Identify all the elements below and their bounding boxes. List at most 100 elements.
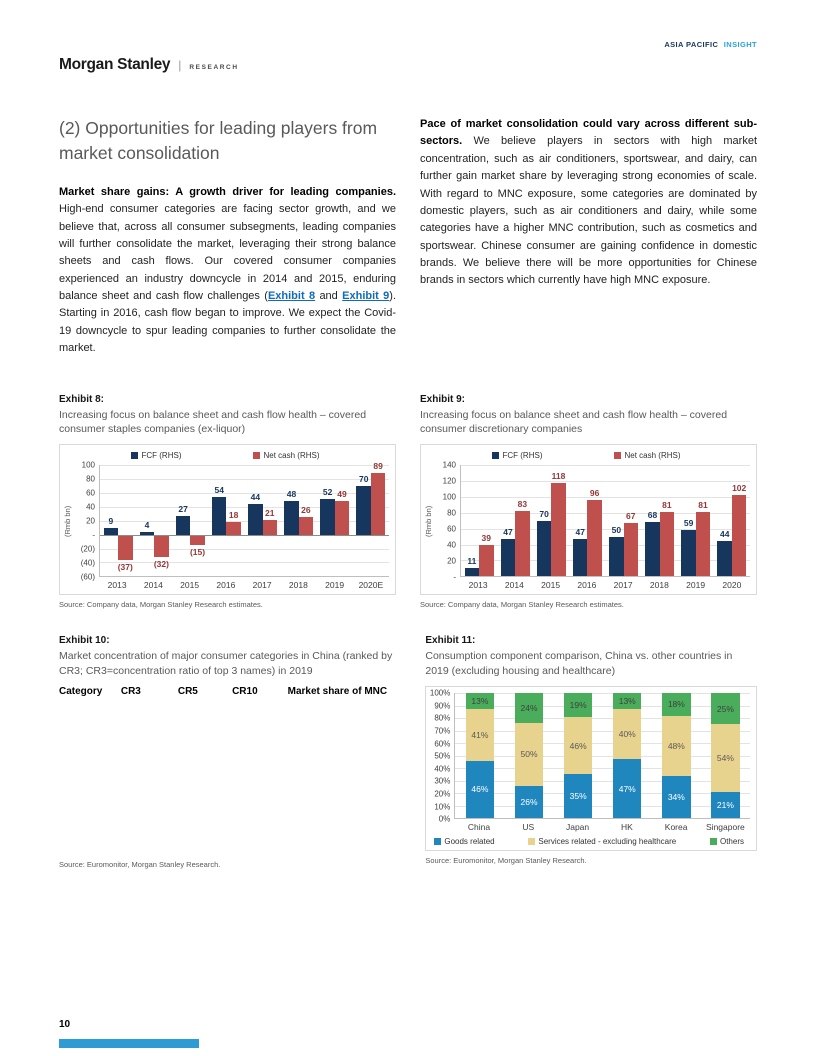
x-axis-label-2020: 2020 [722, 580, 742, 591]
bar-value-label: 81 [698, 500, 708, 511]
segment-japan-goods-related [563, 774, 593, 819]
bar-value-label: 118 [551, 470, 566, 481]
brand-research-label: RESEARCH [189, 64, 239, 71]
region-tag-text: ASIA PACIFIC [664, 40, 719, 49]
bar-value-label: 96 [589, 488, 600, 499]
bar-fcf-rhs-2017 [609, 536, 624, 577]
footer-accent-bar [59, 1039, 199, 1048]
gridline [455, 780, 750, 782]
right-lead-sentence: Pace of market consolidation could vary … [420, 118, 757, 148]
right-body-paragraph: Pace of market consolidation could vary … [420, 116, 757, 290]
bar-net-cash-rhs-2018 [659, 512, 675, 577]
legend-label: Others [719, 837, 744, 847]
plot-column: 9 4 27 54 44 48 52 70 (37) (32) (15) 18 21 26 49 89 2013… [99, 461, 389, 590]
gridline [461, 560, 750, 562]
bar-net-cash-rhs-2015 [190, 534, 205, 546]
legend-swatch [434, 838, 442, 846]
x-axis-label-japan: Japan [565, 822, 590, 833]
legend-item-net-cash-rhs: Net cash (RHS) [253, 451, 320, 461]
exhibit-9-link[interactable]: Exhibit 9 [342, 290, 390, 302]
segment-value-label: 41% [471, 730, 489, 740]
bar-net-cash-rhs-2014 [515, 510, 530, 577]
intro-columns: (2) Opportunities for leading players fr… [59, 116, 757, 358]
exhibit-8-source: Source: Company data, Morgan Stanley Res… [59, 600, 263, 610]
y-axis: 140 120 100 80 60 40 20 - [434, 461, 460, 582]
y-tick-label: 100 [442, 492, 456, 502]
bar-value-label: 21 [265, 508, 275, 519]
exhibit-10-title: Market concentration of major consumer c… [59, 650, 393, 678]
bar-value-label: 68 [647, 510, 658, 521]
page-header: Morgan Stanley | RESEARCH ASIA PACIFIC I… [59, 40, 757, 74]
right-body-text: We believe players in sectors with high … [420, 135, 757, 287]
brand-divider: | [178, 58, 182, 72]
exhibit-8-link[interactable]: Exhibit 8 [267, 290, 316, 302]
chart-legend: FCF (RHS) Net cash (RHS) [423, 451, 750, 460]
gridline [461, 465, 750, 467]
bar-value-label: 67 [626, 511, 636, 522]
segment-value-label: 46% [569, 740, 587, 751]
bar-net-cash-rhs-2017 [623, 523, 638, 577]
bar-value-label: 49 [337, 488, 347, 499]
bar-net-cash-rhs-2020e [370, 472, 386, 535]
bar-fcf-rhs-2019 [320, 498, 335, 535]
bar-net-cash-rhs-2016 [587, 500, 602, 577]
y-tick-label: 20% [434, 789, 451, 799]
column-header-cr10: CR10 [232, 686, 258, 698]
bar-value-label: 18 [228, 510, 239, 521]
gridline [100, 479, 389, 481]
bar-fcf-rhs-2017 [248, 504, 263, 535]
gridline [100, 465, 389, 467]
legend-label: Goods related [444, 837, 495, 847]
legend-swatch [614, 452, 622, 460]
segment-us-goods-related [514, 785, 544, 819]
legend-label: FCF (RHS) [502, 451, 543, 461]
column-header-cr3: CR3 [120, 686, 141, 698]
segment-korea-services-related-excluding-healthcare [662, 715, 691, 776]
y-tick-label: 60% [434, 739, 451, 749]
exhibit-10-label: Exhibit 10: [59, 635, 110, 647]
plot-area: 9 4 27 54 44 48 52 70 (37) (32) (15) 18 21 26 49 89 [99, 461, 389, 578]
gridline [461, 544, 750, 546]
gridline [455, 805, 750, 807]
exhibit-10-source: Source: Euromonitor, Morgan Stanley Rese… [59, 860, 221, 870]
gridline [455, 768, 750, 770]
column-header-category: Category [59, 686, 103, 698]
bar-fcf-rhs-2013 [464, 567, 480, 577]
exhibit-8-title: Increasing focus on balance sheet and ca… [59, 408, 367, 436]
bar-value-label: (32) [153, 558, 169, 569]
x-axis-label-2020e: 2020E [358, 580, 384, 591]
insight-tag-text: INSIGHT [723, 40, 757, 49]
exhibit-8-chart: FCF (RHS) Net cash (RHS) (Rmb bn) 100 80 60 40… [59, 444, 396, 596]
gridline [455, 743, 750, 745]
x-axis-label-2018: 2018 [288, 580, 308, 591]
x-axis-label-us: US [522, 822, 535, 833]
y-tick-label: (40) [80, 558, 95, 568]
legend-item-services-related-excluding-healthcare: Services related - excluding healthcare [528, 837, 676, 846]
segment-value-label: 19% [569, 700, 587, 710]
exhibit-10-table-header: Category CR3 CR5 CR10 Market share of MN… [59, 686, 401, 697]
y-tick-label: 80 [86, 474, 95, 484]
bar-fcf-rhs-2016 [211, 497, 227, 535]
segment-china-services-related-excluding-healthcare [465, 709, 495, 761]
y-tick-label: - [453, 572, 456, 582]
x-axis: 2013 2014 2015 2016 2017 2018 2019 2020E [99, 580, 389, 590]
x-axis-label-2015: 2015 [541, 580, 561, 591]
left-body-text-3: ). Starting in 2016, cash flow began to … [59, 290, 397, 355]
y-tick-label: 40 [86, 502, 95, 512]
segment-value-label: 50% [520, 749, 538, 760]
exhibits-row-1: Exhibit 8: Increasing focus on balance s… [59, 394, 757, 610]
bar-fcf-rhs-2018 [645, 522, 660, 577]
gridline [455, 693, 750, 695]
y-tick-label: (60) [80, 572, 95, 582]
bar-fcf-rhs-2013 [103, 528, 119, 535]
chart-legend: Goods related Services related - excludin… [428, 837, 750, 846]
y-tick-label: 60 [447, 524, 456, 534]
bar-net-cash-rhs-2014 [154, 534, 169, 557]
y-tick-label: - [92, 530, 95, 540]
bar-value-label: 102 [732, 483, 747, 494]
bar-value-label: 4 [144, 519, 150, 530]
y-tick-label: 90% [434, 701, 451, 711]
legend-label: Net cash (RHS) [263, 451, 320, 461]
exhibit-11-source: Source: Euromonitor, Morgan Stanley Rese… [425, 856, 587, 866]
